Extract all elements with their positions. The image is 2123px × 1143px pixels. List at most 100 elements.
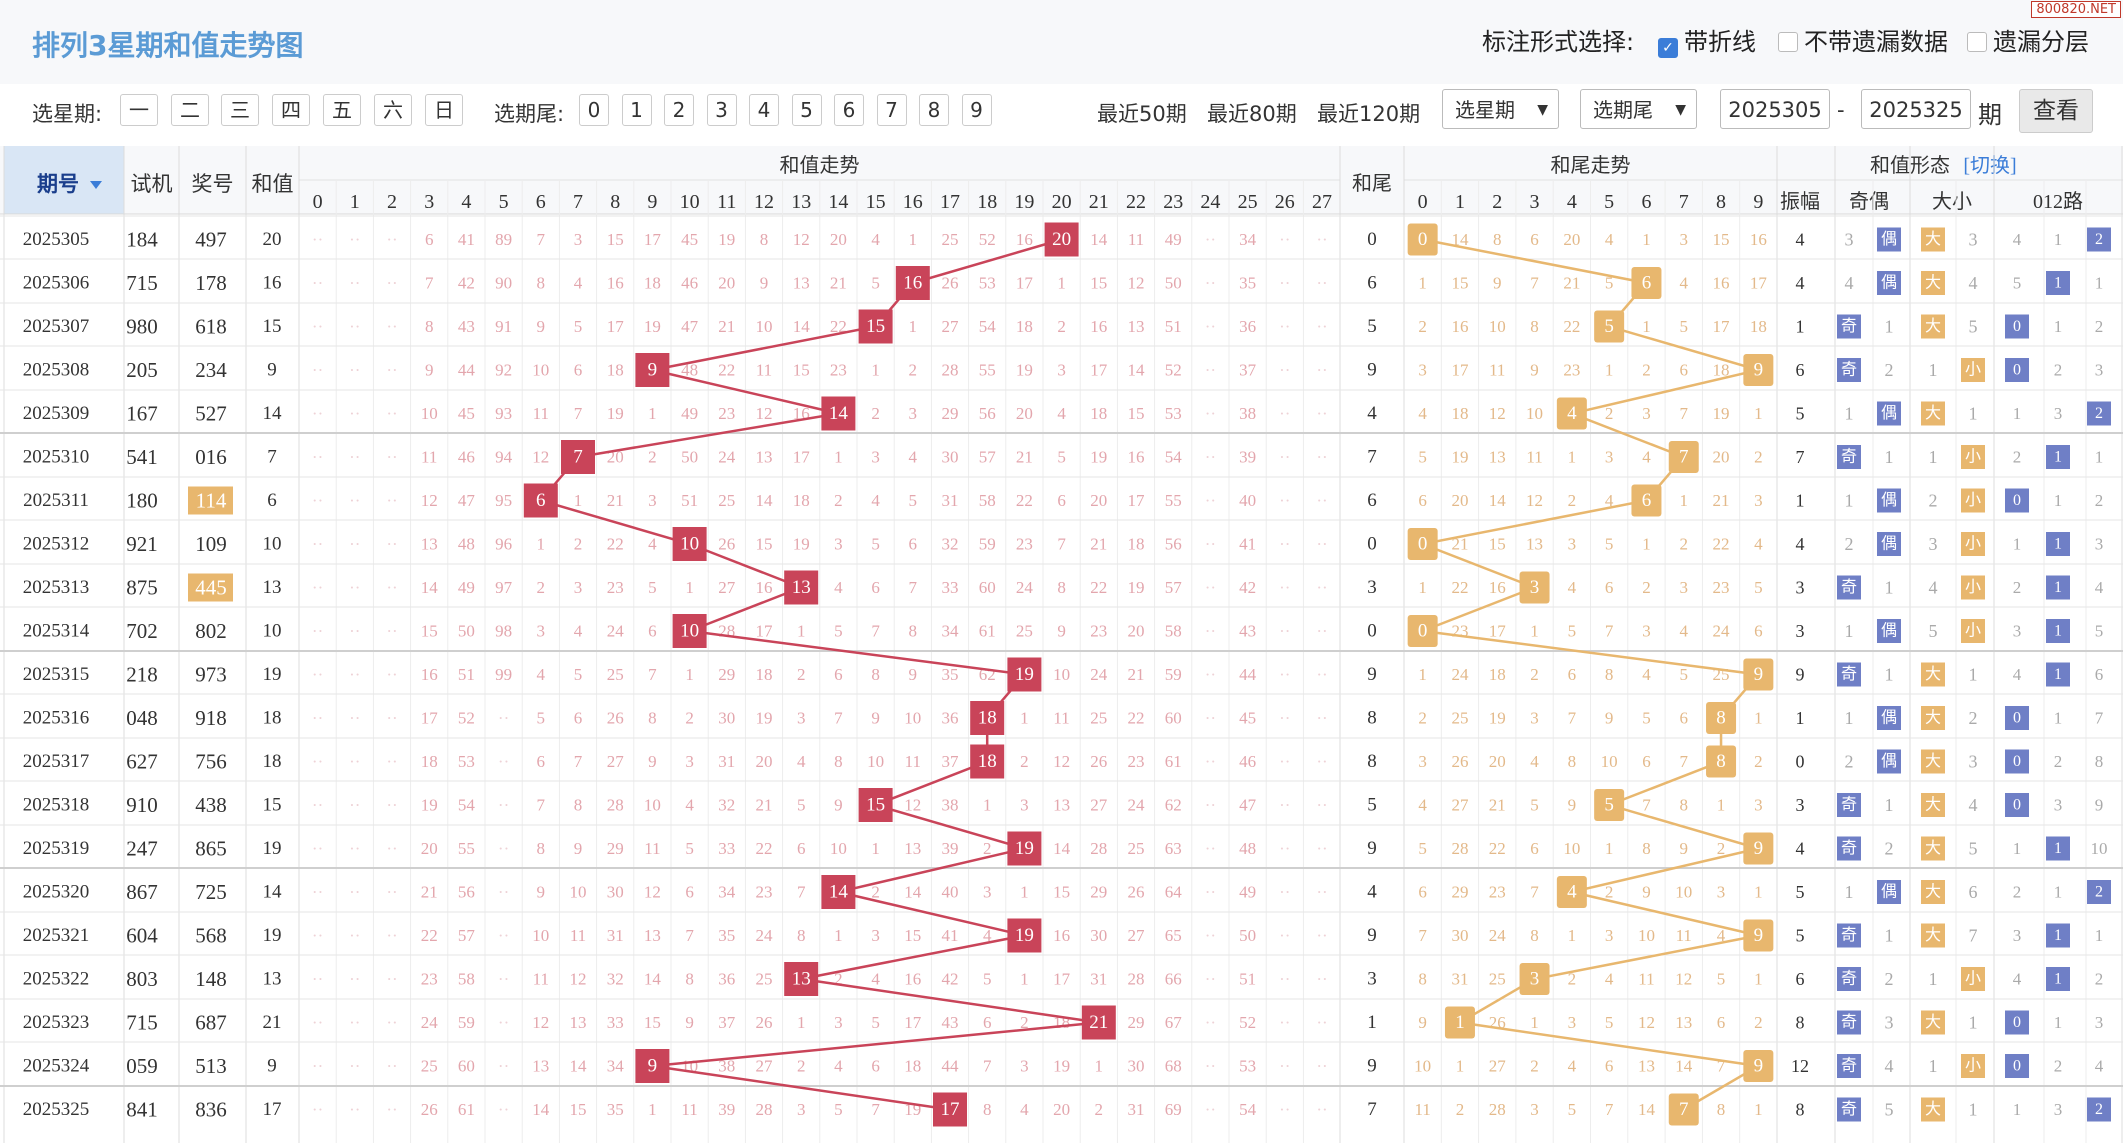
tail-select[interactable]: 选期尾 ▼ <box>1580 89 1697 129</box>
sum-omit-value: ·· <box>1279 491 1290 510</box>
sum-omit-value: 1 <box>1020 883 1029 902</box>
route-box <box>2005 749 2029 774</box>
sum-omit-value: ·· <box>349 665 360 684</box>
checkbox-icon[interactable] <box>1778 32 1798 52</box>
sum-omit-value: ·· <box>312 709 323 728</box>
sum-omit-value: 16 <box>1090 317 1107 336</box>
sum-omit-value: 22 <box>421 926 438 945</box>
sum-omit-value: ·· <box>1316 578 1327 597</box>
sum-omit-value: 2 <box>834 970 843 989</box>
route-omit: 4 <box>2095 578 2104 597</box>
option-no-omit[interactable]: 不带遗漏数据 <box>1778 22 1948 57</box>
sum-omit-value: 28 <box>756 1100 773 1119</box>
sum-omit-value: 27 <box>1090 796 1108 815</box>
tail-button-0[interactable]: 0 <box>579 94 609 126</box>
checkbox-icon[interactable] <box>1967 32 1987 52</box>
tail-marker <box>1668 441 1699 473</box>
even-marker: 偶 <box>1881 535 1897 553</box>
tail-omit-value: 23 <box>1713 578 1730 597</box>
sum-omit-value: ·· <box>386 317 397 336</box>
weekday-button-4[interactable]: 五 <box>323 94 361 126</box>
tail-button-9[interactable]: 9 <box>961 94 992 126</box>
tail-cell: 1 <box>1367 1012 1377 1033</box>
weekday-button-3[interactable]: 四 <box>272 94 310 126</box>
tail-omit-value: 8 <box>1418 970 1427 989</box>
sum-omit-value: ·· <box>1316 926 1327 945</box>
sum-omit-value: 58 <box>979 491 996 510</box>
tail-button-6[interactable]: 6 <box>834 94 864 126</box>
sum-omit-value: ·· <box>498 1100 509 1119</box>
sum-omit-value: 10 <box>756 317 773 336</box>
weekday-button-1[interactable]: 二 <box>171 94 209 126</box>
from-issue-input[interactable]: 2025305 <box>1720 89 1830 129</box>
tail-omit-value: 4 <box>1568 578 1577 597</box>
sum-omit-value: 55 <box>1165 491 1182 510</box>
sum-omit-value: 10 <box>570 883 587 902</box>
checkbox-checked-icon[interactable]: ✓ <box>1658 38 1678 58</box>
tail-omit-value: 5 <box>1568 1100 1577 1119</box>
tail-marker <box>1668 1093 1699 1126</box>
option-line[interactable]: ✓ 带折线 <box>1658 22 1756 58</box>
to-issue-input[interactable]: 2025325 <box>1861 89 1971 129</box>
odd-marker-omit: 1 <box>1845 404 1854 424</box>
sum-omit-value: 11 <box>756 361 772 380</box>
tail-cell: 8 <box>1367 708 1377 729</box>
tail-button-7[interactable]: 7 <box>876 94 907 126</box>
odd-marker: 奇 <box>1841 839 1857 857</box>
tail-omit-value: 17 <box>1451 361 1469 380</box>
sum-omit-value: 94 <box>495 448 513 467</box>
test-cell: 702 <box>126 619 158 643</box>
tail-omit-value: 17 <box>1713 317 1731 336</box>
weekday-button-0[interactable]: 一 <box>120 94 158 126</box>
sum-omit-value: 34 <box>607 1057 625 1076</box>
weekday-button-6[interactable]: 日 <box>425 94 463 126</box>
switch-link[interactable]: [切换] <box>1963 154 2016 177</box>
tail-marker-label: 3 <box>1530 969 1540 990</box>
route-box <box>2046 445 2070 469</box>
sum-marker <box>1007 831 1042 866</box>
sum-omit-value: 4 <box>834 578 843 597</box>
query-button[interactable]: 查看 <box>2019 89 2093 133</box>
tail-button-3[interactable]: 3 <box>706 94 737 126</box>
sum-omit-value: ·· <box>1316 839 1327 858</box>
sum-omit-value: 22 <box>756 839 773 858</box>
tail-button-2[interactable]: 2 <box>664 94 694 126</box>
sum-omit-value: 6 <box>574 709 583 728</box>
tail-omit-value: 9 <box>1605 709 1614 728</box>
sum-omit-value: ·· <box>349 1100 360 1119</box>
tail-marker <box>1407 223 1438 256</box>
sum-omit-value: 2 <box>871 883 880 902</box>
sum-omit-value: 26 <box>756 1013 773 1032</box>
route-box <box>2046 619 2070 643</box>
sum-omit-value: 65 <box>1165 926 1182 945</box>
tail-axis-label: 1 <box>1455 191 1465 213</box>
recent-120-link[interactable]: 最近120期 <box>1317 102 1421 126</box>
tail-cell: 9 <box>1367 664 1377 685</box>
route-marker: 0 <box>2013 318 2021 335</box>
sum-omit-value: 53 <box>458 752 475 771</box>
tail-omit-value: 1 <box>1642 230 1651 249</box>
odd-marker-omit: 1 <box>1845 708 1854 728</box>
sum-omit-value: 66 <box>1165 970 1182 989</box>
tail-omit-value: 25 <box>1451 709 1468 728</box>
sum-omit-value: ·· <box>1205 622 1216 641</box>
tail-button-8[interactable]: 8 <box>919 94 949 126</box>
recent-50-link[interactable]: 最近50期 <box>1097 102 1187 126</box>
weekday-select[interactable]: 选星期 ▼ <box>1442 89 1559 129</box>
odd-marker-box <box>1837 836 1861 861</box>
sum-cell: 13 <box>263 577 282 598</box>
tail-button-1[interactable]: 1 <box>621 94 652 126</box>
big-marker-omit: 1 <box>1929 447 1938 467</box>
sum-omit-value: ·· <box>349 274 360 293</box>
sum-omit-value: 63 <box>1165 839 1182 858</box>
weekday-button-2[interactable]: 三 <box>221 94 259 126</box>
recent-80-link[interactable]: 最近80期 <box>1207 102 1297 126</box>
weekday-button-5[interactable]: 六 <box>374 94 412 126</box>
tail-button-5[interactable]: 5 <box>791 94 822 126</box>
option-layer[interactable]: 遗漏分层 <box>1967 22 2089 57</box>
sum-omit-value: 15 <box>1053 883 1070 902</box>
tail-button-4[interactable]: 4 <box>749 94 779 126</box>
sum-omit-value: 36 <box>1239 317 1256 336</box>
test-cell: 059 <box>126 1054 158 1078</box>
sum-omit-value: 34 <box>1239 230 1257 249</box>
